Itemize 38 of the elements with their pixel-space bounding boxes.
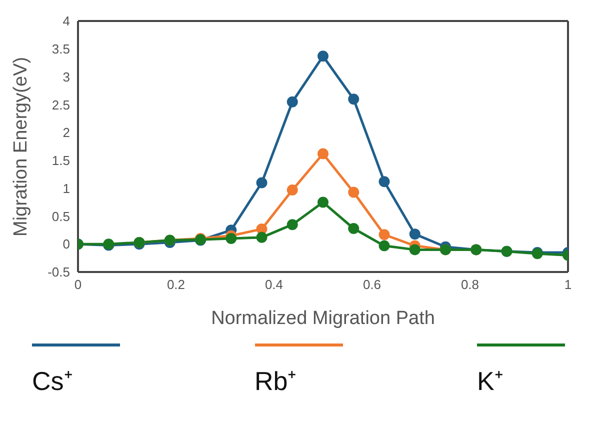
point	[378, 229, 390, 240]
point	[286, 219, 298, 230]
point	[256, 232, 268, 243]
y-tick-label: -0.5	[48, 264, 70, 280]
y-tick-label: 4	[62, 14, 70, 29]
x-axis-title: Normalized Migration Path	[211, 308, 435, 329]
legend-label: K⁺	[477, 365, 504, 398]
y-tick-label: 0.5	[52, 208, 70, 224]
point	[318, 196, 328, 208]
x-tick-label: 1	[564, 277, 572, 292]
y-tick-label: 2.5	[52, 97, 70, 112]
x-tick-label: 0.8	[460, 277, 480, 292]
point	[286, 96, 298, 108]
point	[318, 148, 328, 160]
point	[348, 94, 360, 105]
x-tick-label: 0.2	[166, 277, 186, 292]
point	[286, 184, 298, 196]
point	[378, 176, 390, 188]
point	[378, 240, 390, 252]
y-axis-title: Migration Energy(eV)	[10, 56, 32, 236]
point	[226, 233, 237, 244]
point	[409, 228, 420, 240]
x-tick-label: 0	[74, 277, 82, 292]
point	[348, 186, 360, 198]
y-tick-label: 3.5	[52, 42, 70, 57]
legend-label: Cs⁺	[32, 365, 73, 398]
legend-label: Rb⁺	[254, 365, 297, 398]
point	[256, 177, 268, 188]
y-tick-label: 1.5	[52, 153, 70, 168]
x-tick-label: 0.4	[264, 277, 284, 292]
y-tick-label: 2	[62, 125, 70, 140]
x-tick-label: 0.6	[362, 277, 382, 292]
point	[348, 222, 360, 234]
point	[409, 244, 420, 256]
y-tick-label: 3	[62, 69, 70, 84]
y-tick-label: 0	[62, 236, 70, 252]
y-tick-label: 1	[62, 180, 70, 196]
point	[318, 50, 328, 62]
